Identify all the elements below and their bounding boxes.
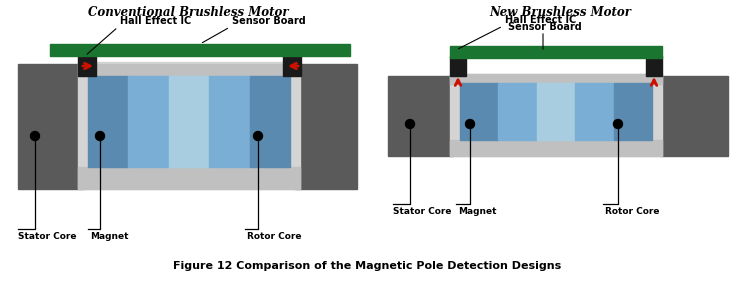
Bar bbox=[78, 167, 300, 189]
Bar bbox=[498, 83, 537, 140]
Bar bbox=[450, 46, 662, 58]
Text: Hall Effect IC: Hall Effect IC bbox=[120, 16, 191, 26]
Bar bbox=[209, 76, 250, 167]
Bar bbox=[388, 76, 453, 156]
Text: Stator Core: Stator Core bbox=[393, 207, 451, 216]
Circle shape bbox=[30, 131, 40, 141]
Bar bbox=[450, 74, 662, 156]
Text: Conventional Brushless Motor: Conventional Brushless Motor bbox=[87, 6, 288, 19]
Text: Stator Core: Stator Core bbox=[18, 232, 76, 241]
Circle shape bbox=[406, 120, 415, 128]
Text: Sensor Board: Sensor Board bbox=[508, 22, 581, 32]
Bar bbox=[295, 64, 357, 189]
Bar bbox=[88, 76, 129, 167]
Bar bbox=[537, 83, 576, 140]
Bar bbox=[78, 64, 300, 76]
Circle shape bbox=[254, 131, 262, 141]
Bar bbox=[450, 140, 662, 156]
Text: Figure 12 Comparison of the Magnetic Pole Detection Designs: Figure 12 Comparison of the Magnetic Pol… bbox=[173, 261, 561, 271]
Bar bbox=[450, 74, 662, 84]
Bar bbox=[129, 76, 169, 167]
Circle shape bbox=[96, 131, 104, 141]
Text: Magnet: Magnet bbox=[90, 232, 129, 241]
Bar bbox=[450, 56, 466, 76]
Circle shape bbox=[465, 120, 475, 128]
Bar bbox=[78, 62, 300, 189]
Text: Hall Effect IC: Hall Effect IC bbox=[505, 15, 576, 25]
Text: Magnet: Magnet bbox=[458, 207, 497, 216]
Text: Sensor Board: Sensor Board bbox=[232, 16, 306, 26]
Bar bbox=[283, 54, 301, 76]
Bar bbox=[169, 76, 209, 167]
Bar bbox=[78, 54, 96, 76]
Bar bbox=[50, 44, 350, 56]
Circle shape bbox=[614, 120, 623, 128]
Bar bbox=[18, 64, 83, 189]
Bar bbox=[614, 83, 652, 140]
Bar bbox=[646, 56, 662, 76]
Text: Rotor Core: Rotor Core bbox=[605, 207, 659, 216]
Text: Rotor Core: Rotor Core bbox=[247, 232, 301, 241]
Bar bbox=[576, 83, 614, 140]
Bar bbox=[250, 76, 290, 167]
Bar bbox=[660, 76, 728, 156]
Text: New Brushless Motor: New Brushless Motor bbox=[489, 6, 631, 19]
Bar bbox=[460, 83, 498, 140]
